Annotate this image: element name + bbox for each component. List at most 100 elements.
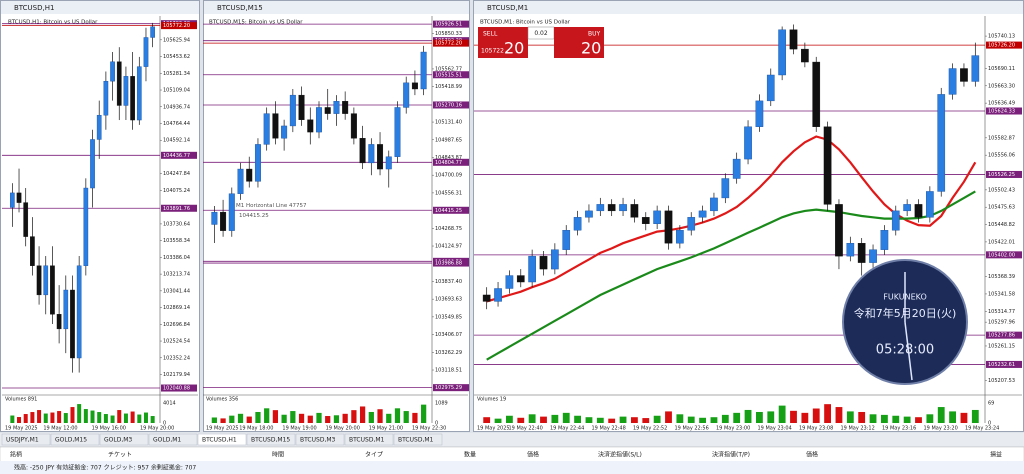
- volume-bar: [937, 407, 945, 423]
- y-tick-label: 105475.63: [988, 205, 1015, 211]
- clock-date: 令和7年5月20日(火): [854, 306, 957, 320]
- candle-body: [411, 82, 418, 90]
- candle-body: [83, 187, 89, 266]
- tab[interactable]: [197, 433, 247, 446]
- y-tick-label: 104936.74: [163, 104, 190, 110]
- tab[interactable]: [344, 433, 394, 446]
- candle-body: [732, 158, 741, 179]
- y-tick-label: 105131.40: [435, 120, 462, 126]
- y-tick-label: 102352.24: [163, 355, 190, 361]
- trade-panel[interactable]: SELL 105722 20 0.02 BUY 105782 20: [478, 26, 604, 58]
- x-tick-label: 19 May 12:00: [43, 426, 77, 432]
- volume-bar: [90, 410, 95, 423]
- y-tick-label: 103213.74: [163, 272, 190, 278]
- level-label-box: [986, 251, 1022, 259]
- buy-button[interactable]: [554, 27, 604, 58]
- level-label-box: [433, 384, 469, 392]
- candle-body: [298, 94, 305, 120]
- candle-body: [16, 192, 22, 203]
- volume-bar: [767, 411, 775, 423]
- tab-label: BTCUSD,H1: [202, 437, 237, 444]
- volume-bar: [211, 417, 217, 423]
- y-tick-label: 105850.33: [435, 31, 462, 37]
- candle-body: [755, 100, 764, 127]
- tab[interactable]: [393, 433, 443, 446]
- candle-body: [130, 76, 135, 121]
- y-tick-label: 105582.87: [988, 135, 1015, 141]
- volume-bar: [517, 417, 525, 423]
- candle-body: [744, 126, 752, 160]
- level-label-box: [986, 41, 1022, 49]
- volume-bar: [325, 416, 331, 423]
- y-tick-label: 105418.99: [435, 84, 462, 90]
- level-label: 102040.88: [163, 386, 190, 392]
- volume-bar: [110, 415, 115, 423]
- volume-bar: [403, 411, 409, 423]
- volume-bar: [960, 412, 968, 423]
- volume-tick-label: 4014: [163, 401, 176, 407]
- volume-label: Volumes 19: [477, 397, 506, 403]
- sell-button[interactable]: [478, 27, 528, 58]
- volume-bar: [10, 415, 15, 423]
- annotation: M1 Horizontal Line 47757: [236, 203, 307, 209]
- candle-body: [551, 249, 559, 270]
- volume-bar: [281, 414, 287, 423]
- column-header: 損益: [990, 451, 1002, 459]
- y-tick-label: 104987.65: [435, 137, 462, 143]
- level-label: 105270.16: [435, 102, 462, 108]
- candle-body: [596, 204, 605, 212]
- lot: 0.02: [534, 30, 548, 37]
- y-tick-label: 104764.44: [163, 121, 190, 127]
- level-label: 105726.20: [988, 43, 1015, 49]
- y-tick-label: 103118.51: [435, 368, 462, 374]
- tab-label: GOLD,M1: [153, 437, 181, 444]
- volume-tick-label: 0: [435, 421, 438, 427]
- x-tick-label: 19 May 23:24: [965, 426, 999, 432]
- x-tick-label: 19 May 23:08: [799, 426, 833, 432]
- window-title-bar: [204, 1, 469, 14]
- volume-bar: [386, 413, 392, 423]
- tab[interactable]: [50, 433, 100, 446]
- y-tick-label: 103837.40: [435, 279, 462, 285]
- sell-label: SELL: [483, 31, 498, 38]
- volume-tick-label: 1089: [435, 401, 448, 407]
- candle-body: [676, 230, 684, 244]
- volume-bar: [37, 410, 42, 423]
- tab[interactable]: [1, 433, 51, 446]
- y-tick-label: 105314.77: [988, 309, 1015, 315]
- tab[interactable]: [246, 433, 296, 446]
- level-label-box: [161, 384, 197, 392]
- level-label-box: [161, 22, 197, 30]
- volume-bar: [255, 411, 261, 423]
- x-tick-label: 19 May 2025: [206, 426, 239, 432]
- candle-body: [50, 265, 55, 315]
- volume-bar: [665, 411, 672, 423]
- y-tick-label: 103549.85: [435, 314, 462, 320]
- x-tick-label: 19 May 18:00: [239, 426, 273, 432]
- x-tick-label: 19 May 23:20: [924, 426, 958, 432]
- x-tick-label: 19 May 22:56: [675, 426, 709, 432]
- volume-label: Volumes 356: [206, 397, 238, 403]
- x-tick-label: 19 May 23:16: [882, 426, 916, 432]
- tab[interactable]: [148, 433, 198, 446]
- tab-label: GOLD,M3: [104, 437, 132, 444]
- candle-body: [891, 210, 900, 231]
- candle-body: [494, 288, 502, 302]
- volume-bar: [150, 416, 155, 423]
- candle-body: [237, 168, 244, 194]
- tab[interactable]: [295, 433, 345, 446]
- level-label-box: [433, 101, 469, 109]
- column-header: チケット: [108, 452, 132, 459]
- window-title-bar: [474, 1, 1023, 14]
- tab[interactable]: [99, 433, 149, 446]
- volume-bar: [676, 414, 684, 423]
- volume-bar: [97, 412, 102, 423]
- level-label-box: [433, 259, 469, 267]
- candle-body: [971, 55, 980, 82]
- y-tick-label: 105109.04: [163, 88, 190, 94]
- candle-body: [528, 255, 536, 283]
- volume-bar: [130, 411, 135, 423]
- x-tick-label: 19 May 22:40: [509, 426, 543, 432]
- candle-body: [698, 210, 707, 218]
- level-label: 105926.51: [435, 22, 462, 28]
